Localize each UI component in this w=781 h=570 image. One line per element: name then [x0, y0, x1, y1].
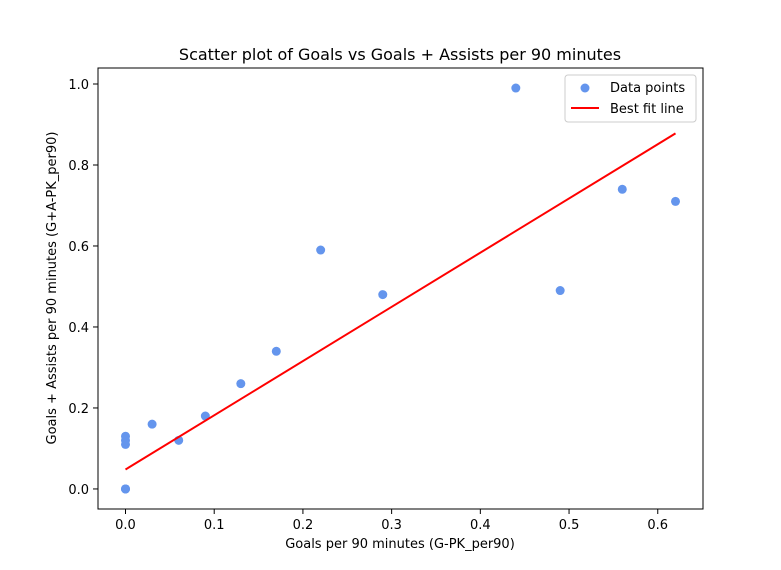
- x-tick-label: 0.0: [115, 518, 136, 533]
- legend: Data points Best fit line: [564, 74, 697, 123]
- x-tick-label: 0.6: [647, 518, 668, 533]
- y-tick-label: 0.6: [68, 240, 89, 255]
- y-axis-label: Goals + Assists per 90 minutes (G+A-PK_p…: [45, 132, 60, 445]
- scatter-point: [121, 484, 130, 494]
- scatter-point: [316, 245, 326, 255]
- scatter-point: [511, 83, 521, 93]
- legend-label-data-points: Data points: [610, 81, 685, 96]
- scatter-point: [378, 290, 388, 300]
- y-tick-label: 1.0: [68, 78, 89, 93]
- best-fit-line: [124, 132, 677, 471]
- plot-frame: [97, 67, 704, 510]
- scatter-point: [271, 346, 281, 356]
- scatter-point: [121, 431, 130, 441]
- x-tick-label: 0.2: [293, 518, 314, 533]
- scatter-point: [671, 196, 680, 206]
- x-axis-label: Goals per 90 minutes (G-PK_per90): [285, 537, 515, 552]
- x-tick-label: 0.5: [559, 518, 580, 533]
- scatter-point: [236, 379, 246, 389]
- x-tick-label: 0.4: [470, 518, 491, 533]
- x-tick-label: 0.3: [381, 518, 402, 533]
- y-tick-label: 0.0: [68, 483, 89, 498]
- y-tick-label: 0.4: [68, 321, 89, 336]
- chart-title: Scatter plot of Goals vs Goals + Assists…: [179, 45, 621, 64]
- legend-label-best-fit: Best fit line: [610, 102, 684, 117]
- scatter-point: [147, 419, 157, 429]
- y-axis-ticks: 0.0 0.2 0.4 0.6 0.8 1.0: [68, 78, 98, 498]
- y-tick-label: 0.2: [68, 402, 89, 417]
- legend-box: [564, 74, 697, 123]
- legend-marker-data-points: [580, 83, 590, 93]
- plot-area: [121, 83, 680, 494]
- scatter-point: [555, 286, 565, 296]
- x-tick-label: 0.1: [204, 518, 225, 533]
- scatter-point: [617, 184, 627, 194]
- x-axis-ticks: 0.0 0.1 0.2 0.3 0.4 0.5 0.6: [115, 509, 668, 533]
- y-tick-label: 0.8: [68, 159, 89, 174]
